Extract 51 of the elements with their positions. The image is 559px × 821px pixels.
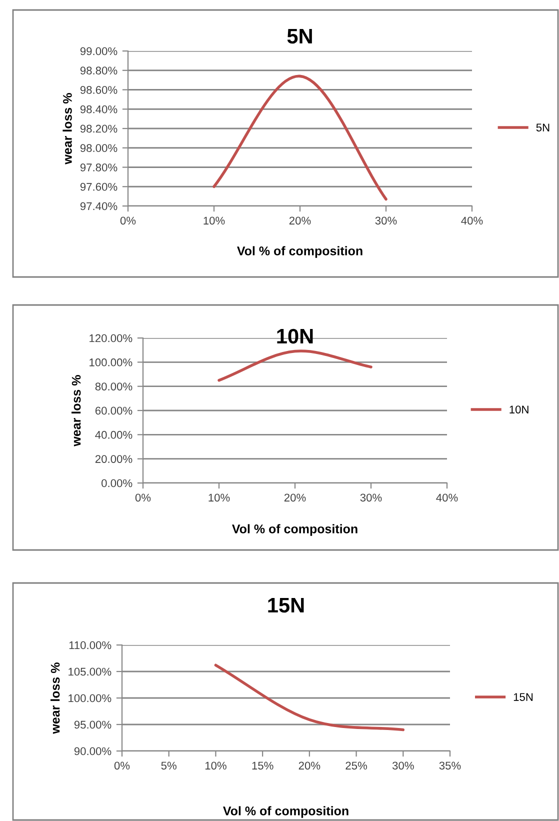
y-tick-label: 98.20% — [80, 124, 118, 133]
y-tick-label: 20.00% — [95, 455, 132, 463]
y-axis-title: wear loss % — [72, 375, 81, 446]
y-tick-label: 40.00% — [95, 430, 132, 439]
y-tick-label: 80.00% — [95, 382, 132, 390]
y-axis-title: wear loss % — [62, 93, 72, 164]
x-tick-label: 10% — [208, 494, 230, 502]
x-tick-label: 40% — [461, 216, 483, 225]
x-axis-title: Vol % of composition — [237, 246, 362, 258]
x-tick-label: 0% — [135, 494, 151, 502]
x-tick-label: 40% — [436, 494, 458, 502]
chart-title: 10N — [277, 328, 313, 344]
y-tick-label: 90.00% — [74, 747, 112, 756]
legend-label: 15N — [514, 693, 533, 701]
x-tick-label: 0% — [120, 216, 136, 225]
x-tick-label: 30% — [392, 762, 414, 770]
y-tick-label: 98.40% — [80, 105, 118, 114]
x-tick-label: 0% — [114, 762, 130, 770]
x-axis-title: Vol % of composition — [223, 806, 348, 818]
legend-label: 10N — [510, 406, 528, 414]
x-axis-title: Vol % of composition — [232, 524, 358, 536]
y-tick-label: 98.00% — [80, 144, 118, 152]
y-tick-label: 60.00% — [95, 406, 132, 415]
y-tick-label: 98.80% — [80, 66, 118, 75]
x-tick-label: 35% — [439, 762, 461, 770]
y-tick-label: 98.60% — [80, 86, 118, 94]
x-tick-label: 30% — [360, 494, 382, 502]
x-tick-label: 25% — [346, 762, 368, 770]
y-tick-label: 97.40% — [80, 202, 118, 210]
x-tick-label: 20% — [298, 762, 320, 770]
x-tick-label: 20% — [284, 494, 306, 502]
y-tick-label: 97.60% — [80, 182, 118, 191]
x-tick-label: 30% — [375, 216, 397, 225]
chart-title: 15N — [268, 598, 304, 613]
x-tick-label: 10% — [204, 216, 225, 225]
y-tick-label: 100.00% — [68, 694, 112, 702]
x-tick-label: 10% — [205, 762, 226, 770]
y-tick-label: 0.00% — [102, 479, 132, 488]
y-axis-title: wear loss % — [50, 662, 60, 734]
y-tick-label: 95.00% — [74, 720, 112, 729]
y-tick-label: 105.00% — [68, 668, 112, 676]
y-tick-label: 97.80% — [80, 164, 118, 172]
y-tick-label: 120.00% — [90, 334, 132, 342]
legend-label: 5N — [536, 124, 550, 132]
y-tick-label: 99.00% — [80, 47, 118, 56]
x-tick-label: 5% — [161, 762, 176, 770]
x-tick-label: 15% — [252, 762, 274, 770]
chart-title: 5N — [287, 29, 312, 44]
y-tick-label: 110.00% — [69, 641, 112, 650]
x-tick-label: 20% — [289, 216, 311, 225]
y-tick-label: 100.00% — [90, 358, 132, 366]
